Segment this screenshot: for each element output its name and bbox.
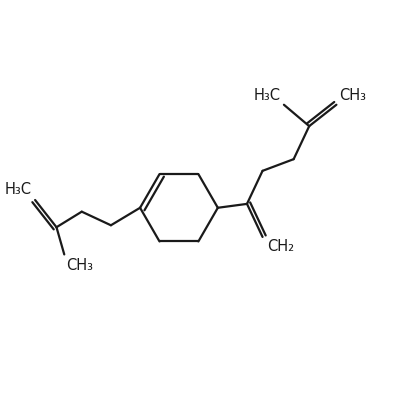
Text: H₃C: H₃C <box>254 88 281 103</box>
Text: CH₃: CH₃ <box>66 258 93 273</box>
Text: CH₃: CH₃ <box>340 88 366 103</box>
Text: H₃C: H₃C <box>5 182 32 197</box>
Text: CH₂: CH₂ <box>267 239 294 254</box>
